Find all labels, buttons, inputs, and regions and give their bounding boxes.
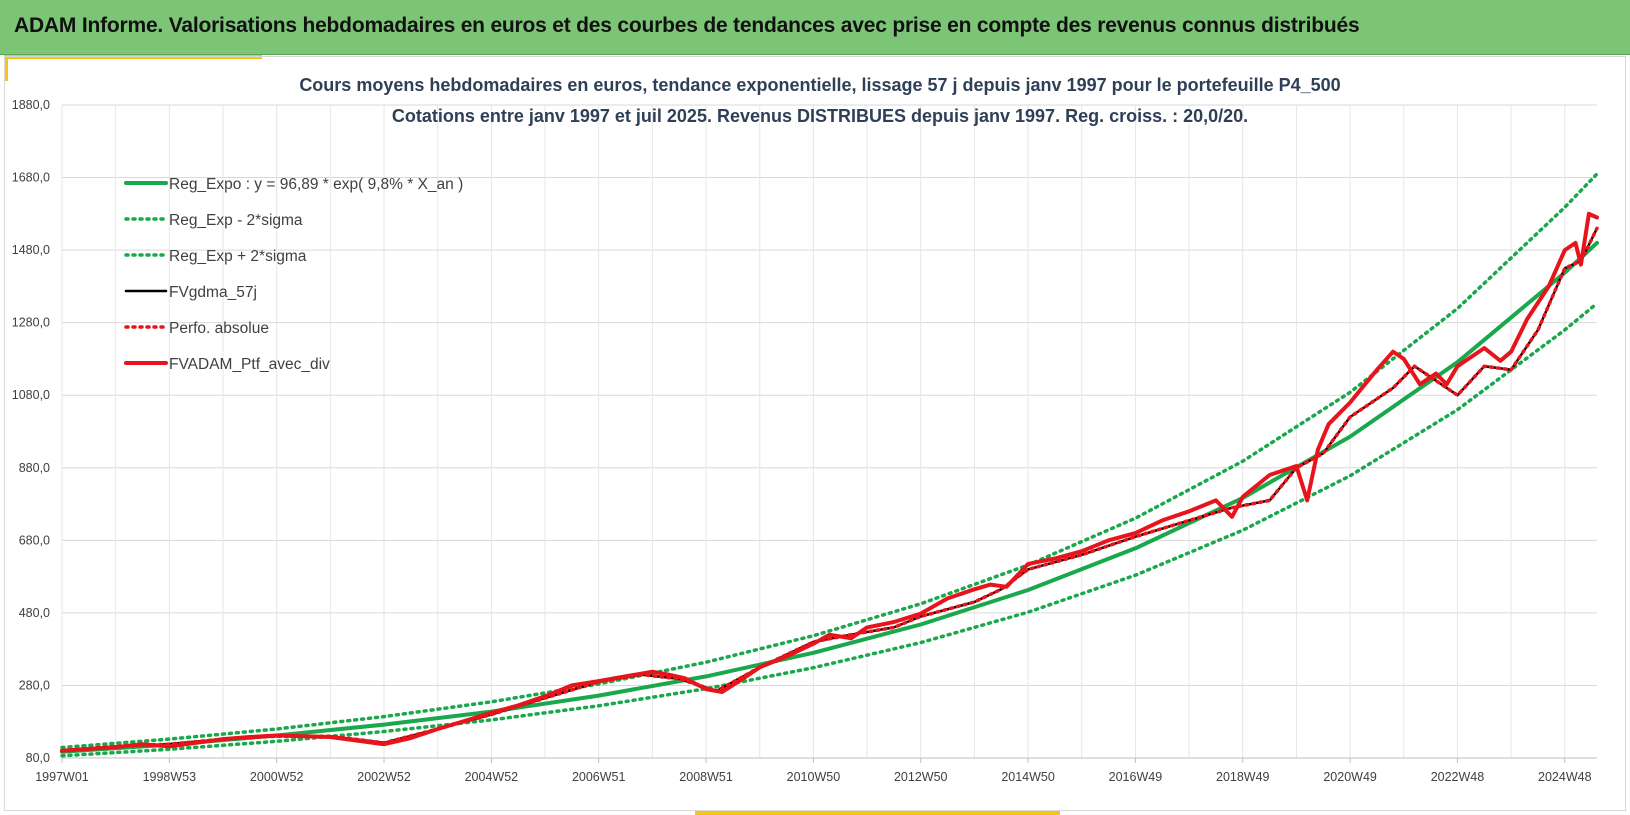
header-bar: ADAM Informe. Valorisations hebdomadaire… xyxy=(0,0,1630,55)
x-tick-label: 1998W53 xyxy=(143,770,197,784)
legend: Reg_Expo : y = 96,89 * exp( 9,8% * X_an … xyxy=(124,176,463,373)
legend-label: FVADAM_Ptf_avec_div xyxy=(169,356,330,373)
series-line-5 xyxy=(60,211,1599,753)
x-tick-label: 2010W50 xyxy=(787,770,841,784)
legend-label: Reg_Exp - 2*sigma xyxy=(169,212,303,229)
x-tick-label: 2006W51 xyxy=(572,770,626,784)
x-tick-label: 2018W49 xyxy=(1216,770,1270,784)
y-tick-label: 280,0 xyxy=(19,678,50,692)
series-line-2 xyxy=(60,172,1599,750)
x-tick-label: 2024W48 xyxy=(1538,770,1592,784)
x-axis-ticks: 1997W01 1998W53 2000W52 2002W52 2004W52 2006W… xyxy=(35,758,1592,784)
grid xyxy=(61,104,1597,759)
y-tick-label: 1880,0 xyxy=(12,98,50,112)
chart-frame xyxy=(4,56,1626,811)
y-tick-label: 480,0 xyxy=(19,606,50,620)
y-axis-ticks: 80,0 280,0 480,0 680,0 880,0 1080,0 1280,0 1480… xyxy=(12,98,50,765)
series-lines xyxy=(60,172,1599,758)
y-tick-label: 680,0 xyxy=(19,533,50,547)
x-tick-label: 2000W52 xyxy=(250,770,304,784)
x-tick-label: 2016W49 xyxy=(1109,770,1163,784)
x-tick-label: 2014W50 xyxy=(1001,770,1055,784)
series-line-0 xyxy=(60,240,1599,754)
legend-label: Reg_Expo : y = 96,89 * exp( 9,8% * X_an … xyxy=(169,176,463,193)
legend-label: Reg_Exp + 2*sigma xyxy=(169,248,307,265)
y-tick-label: 1280,0 xyxy=(12,316,50,330)
x-tick-label: 2020W49 xyxy=(1323,770,1377,784)
y-tick-label: 880,0 xyxy=(19,461,50,475)
page-title: ADAM Informe. Valorisations hebdomadaire… xyxy=(14,14,1360,37)
y-tick-label: 1680,0 xyxy=(12,171,50,185)
series-line-3 xyxy=(60,227,1599,752)
y-tick-label: 1080,0 xyxy=(12,388,50,402)
series-line-4 xyxy=(60,226,1599,753)
x-tick-label: 2002W52 xyxy=(357,770,411,784)
chart-title-line1: Cours moyens hebdomadaires en euros, ten… xyxy=(299,75,1340,95)
x-tick-label: 2022W48 xyxy=(1431,770,1485,784)
legend-label: FVgdma_57j xyxy=(169,284,257,301)
x-tick-label: 2008W51 xyxy=(679,770,733,784)
x-tick-label: 2004W52 xyxy=(465,770,519,784)
y-tick-label: 1480,0 xyxy=(12,243,50,257)
accent-bar-top xyxy=(4,55,262,59)
accent-bar-left xyxy=(4,55,8,81)
chart-title-line2: Cotations entre janv 1997 et juil 2025. … xyxy=(392,106,1248,126)
accent-bar-bottom xyxy=(695,811,1060,815)
x-tick-label: 1997W01 xyxy=(35,770,89,784)
y-tick-label: 80,0 xyxy=(26,751,50,765)
legend-label: Perfo. absolue xyxy=(169,320,269,337)
x-tick-label: 2012W50 xyxy=(894,770,948,784)
